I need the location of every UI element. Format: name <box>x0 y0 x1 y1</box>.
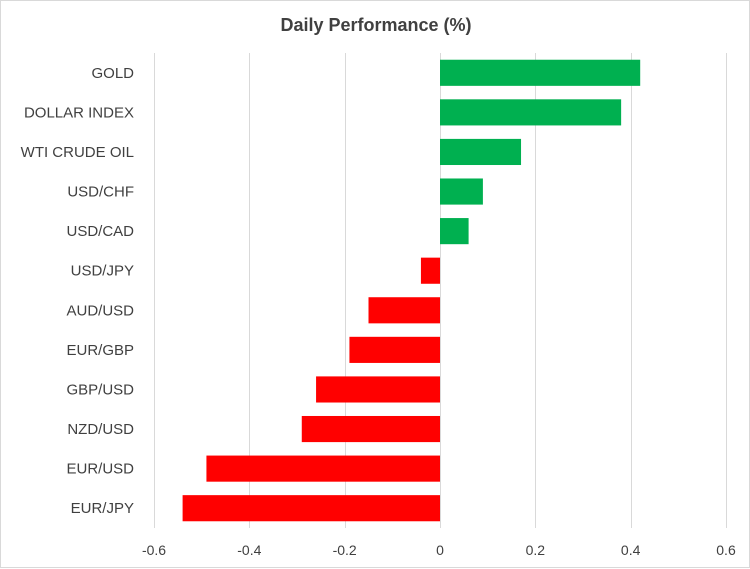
bar <box>206 455 440 482</box>
x-tick-label: 0.4 <box>621 542 641 558</box>
bar <box>440 138 522 166</box>
chart-title: Daily Performance (%) <box>280 15 471 35</box>
category-label: NZD/USD <box>67 421 134 438</box>
bars <box>182 59 641 522</box>
category-label: USD/JPY <box>71 263 134 280</box>
bar <box>316 376 440 403</box>
gridlines <box>154 53 727 528</box>
category-label: WTI CRUDE OIL <box>21 144 134 161</box>
category-label: DOLLAR INDEX <box>24 104 134 121</box>
bar <box>301 415 440 443</box>
category-label: EUR/GBP <box>66 342 134 359</box>
bar <box>440 218 469 245</box>
category-labels: GOLD DOLLAR INDEX WTI CRUDE OIL USD/CHF USD/… <box>21 65 135 517</box>
x-tick-label: -0.2 <box>333 542 357 558</box>
category-label: GBP/USD <box>66 381 134 398</box>
bar <box>420 257 440 284</box>
bar <box>440 99 622 126</box>
bar <box>182 495 440 522</box>
x-tick-label: -0.4 <box>237 542 261 558</box>
category-label: AUD/USD <box>66 302 134 319</box>
bar <box>349 336 440 363</box>
category-label: EUR/USD <box>66 461 134 478</box>
category-label: USD/CHF <box>67 184 134 201</box>
bar <box>440 178 483 205</box>
bar <box>440 59 641 86</box>
bar <box>368 297 440 324</box>
x-tick-label: 0 <box>436 542 444 558</box>
x-tick-label: 0.6 <box>716 542 736 558</box>
category-label: USD/CAD <box>66 223 134 240</box>
x-tick-labels: -0.6 -0.4 -0.2 0 0.2 0.4 0.6 <box>142 542 736 558</box>
x-tick-label: -0.6 <box>142 542 166 558</box>
category-label: GOLD <box>91 65 134 82</box>
x-tick-label: 0.2 <box>526 542 546 558</box>
category-label: EUR/JPY <box>71 500 134 517</box>
